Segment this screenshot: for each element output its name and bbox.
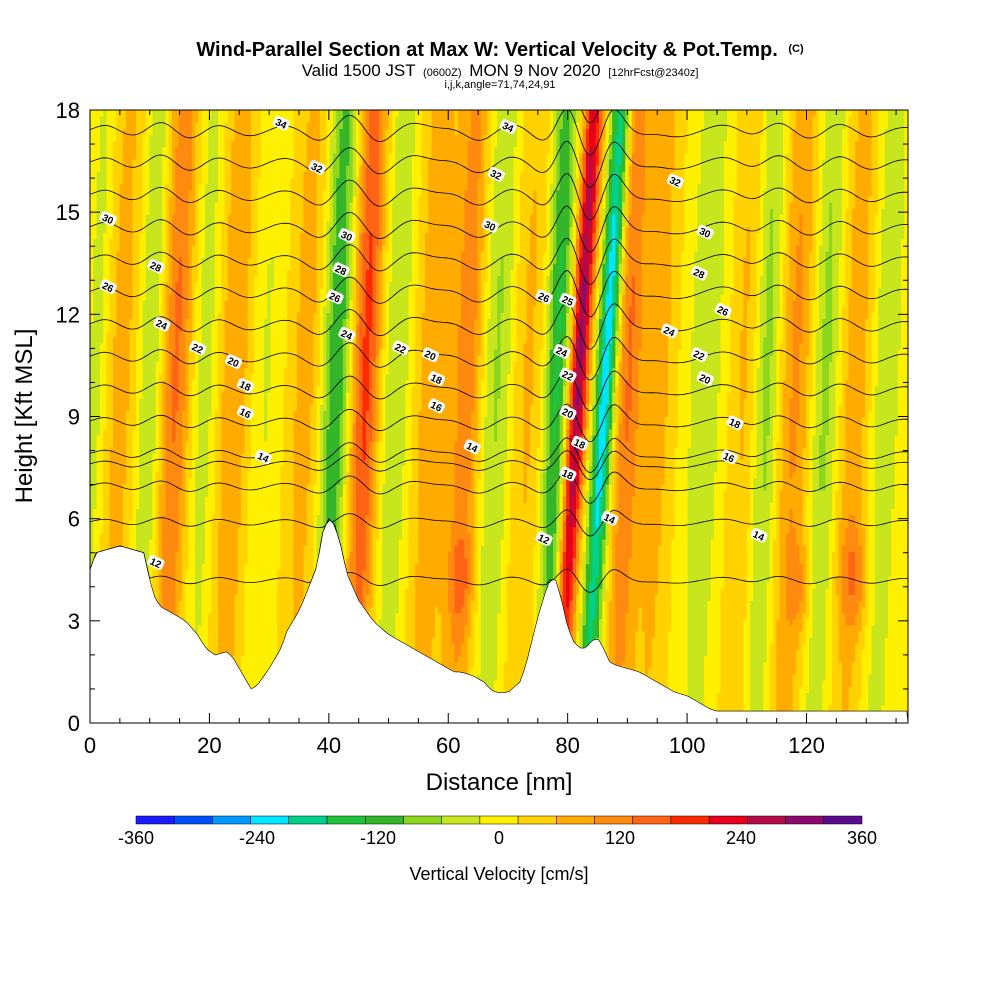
y-tick-label: 0	[68, 711, 80, 736]
y-axis-label: Height [Kft MSL]	[11, 329, 38, 504]
colorbar-swatch	[404, 816, 442, 824]
x-axis-label: Distance [nm]	[426, 769, 573, 796]
colorbar-tick-label: -120	[360, 828, 396, 848]
chart-params: i,j,k,angle=71,74,24,91	[444, 79, 555, 91]
colorbar-swatch	[174, 816, 212, 824]
colorbar-tick-label: -360	[118, 828, 154, 848]
colorbar-swatch	[480, 816, 518, 824]
colorbar-swatch	[671, 816, 709, 824]
colorbar-tick-label: -240	[239, 828, 275, 848]
colorbar-swatch	[327, 816, 365, 824]
colorbar-swatch	[136, 816, 174, 824]
colorbar-swatch	[786, 816, 824, 824]
x-tick-label: 0	[84, 733, 96, 758]
x-tick-label: 100	[669, 733, 706, 758]
colorbar-swatch	[289, 816, 327, 824]
figure: Wind-Parallel Section at Max W: Vertical…	[0, 0, 1000, 1000]
colorbar-swatch	[633, 816, 671, 824]
y-tick-label: 9	[68, 405, 80, 430]
x-tick-label: 60	[436, 733, 460, 758]
colorbar-label: Vertical Velocity [cm/s]	[409, 864, 588, 884]
colorbar-tick-label: 240	[726, 828, 756, 848]
chart-title: Wind-Parallel Section at Max W: Vertical…	[196, 39, 804, 61]
x-tick-label: 80	[555, 733, 579, 758]
isentrope-30	[90, 0, 908, 26]
colorbar-swatch	[212, 816, 250, 824]
y-tick-label: 6	[68, 507, 80, 532]
colorbar-tick-label: 0	[494, 828, 504, 848]
colorbar-swatch	[709, 816, 747, 824]
y-tick-label: 12	[56, 302, 80, 327]
x-tick-label: 120	[788, 733, 825, 758]
colorbar-swatch	[442, 816, 480, 824]
colorbar-swatch	[556, 816, 594, 824]
colorbar-swatch	[518, 816, 556, 824]
y-tick-label: 18	[56, 98, 80, 123]
y-tick-label: 15	[56, 200, 80, 225]
x-tick-label: 40	[317, 733, 341, 758]
colorbar-swatch	[595, 816, 633, 824]
colorbar-tick-label: 360	[847, 828, 877, 848]
x-tick-label: 20	[197, 733, 221, 758]
colorbar-swatch	[251, 816, 289, 824]
chart-subtitle: Valid 1500 JST (0600Z) MON 9 Nov 2020 [1…	[302, 61, 699, 80]
vertical-velocity-field	[90, 104, 912, 724]
colorbar-swatch	[365, 816, 403, 824]
colorbar: -360 -240 -120 0 120 240 360	[118, 816, 877, 848]
colorbar-tick-label: 120	[605, 828, 635, 848]
colorbar-swatch	[824, 816, 862, 824]
colorbar-swatch	[747, 816, 785, 824]
y-tick-label: 3	[68, 609, 80, 634]
